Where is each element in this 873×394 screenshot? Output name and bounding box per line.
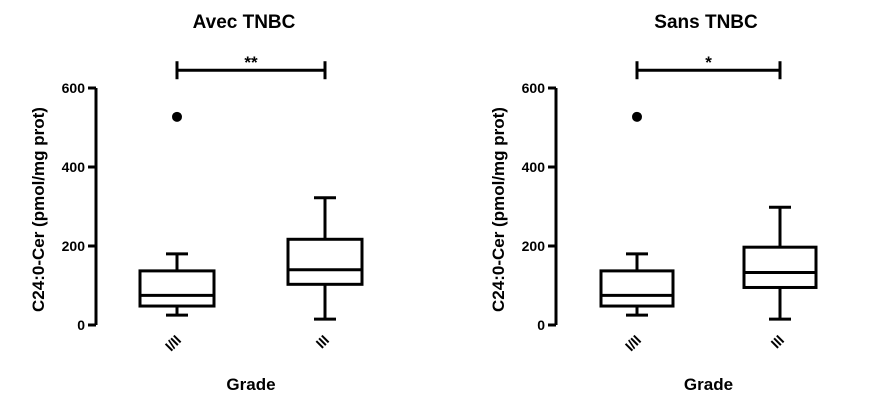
box-iqr xyxy=(599,269,675,308)
chart-panel-1: Avec TNBC 0 200 400 600 C24:0-Cer (pmol/mg pr… xyxy=(29,12,364,394)
box-iqr xyxy=(742,245,818,289)
x-tick-label: I/II xyxy=(162,332,184,354)
y-tick-label: 0 xyxy=(77,317,85,333)
x-axis-title: Grade xyxy=(226,375,275,394)
box-I-II xyxy=(138,111,216,317)
significance-bracket: ** xyxy=(175,53,327,80)
x-tick-label: III xyxy=(313,332,333,352)
significance-bracket: * xyxy=(635,53,782,80)
y-axis-title: C24:0-Cer (pmol/mg prot) xyxy=(489,107,508,312)
y-tick-label: 200 xyxy=(62,238,86,254)
y-tick-label: 600 xyxy=(522,80,546,96)
y-tick-label: 400 xyxy=(522,159,546,175)
chart-title: Avec TNBC xyxy=(193,12,296,33)
box-III xyxy=(742,205,818,321)
y-axis-title: C24:0-Cer (pmol/mg prot) xyxy=(29,107,48,312)
y-tick-label: 400 xyxy=(62,159,86,175)
x-axis-title: Grade xyxy=(684,375,733,394)
y-tick-label: 600 xyxy=(62,80,86,96)
significance-label: * xyxy=(705,53,712,72)
significance-label: ** xyxy=(244,53,258,72)
chart-title: Sans TNBC xyxy=(654,12,758,33)
box-iqr xyxy=(138,269,216,308)
y-tick-label: 200 xyxy=(522,238,546,254)
box-III xyxy=(286,196,364,321)
box-iqr xyxy=(286,237,364,286)
outlier-point xyxy=(172,111,182,122)
x-tick-label: III xyxy=(768,332,788,352)
x-tick-label: I/II xyxy=(622,332,644,354)
chart-panel-2: Sans TNBC 0 200 400 600 C24:0-Cer (pmol/mg pr… xyxy=(489,12,818,394)
outlier-point xyxy=(632,111,642,122)
box-I-II xyxy=(599,111,675,317)
y-tick-label: 0 xyxy=(537,317,545,333)
